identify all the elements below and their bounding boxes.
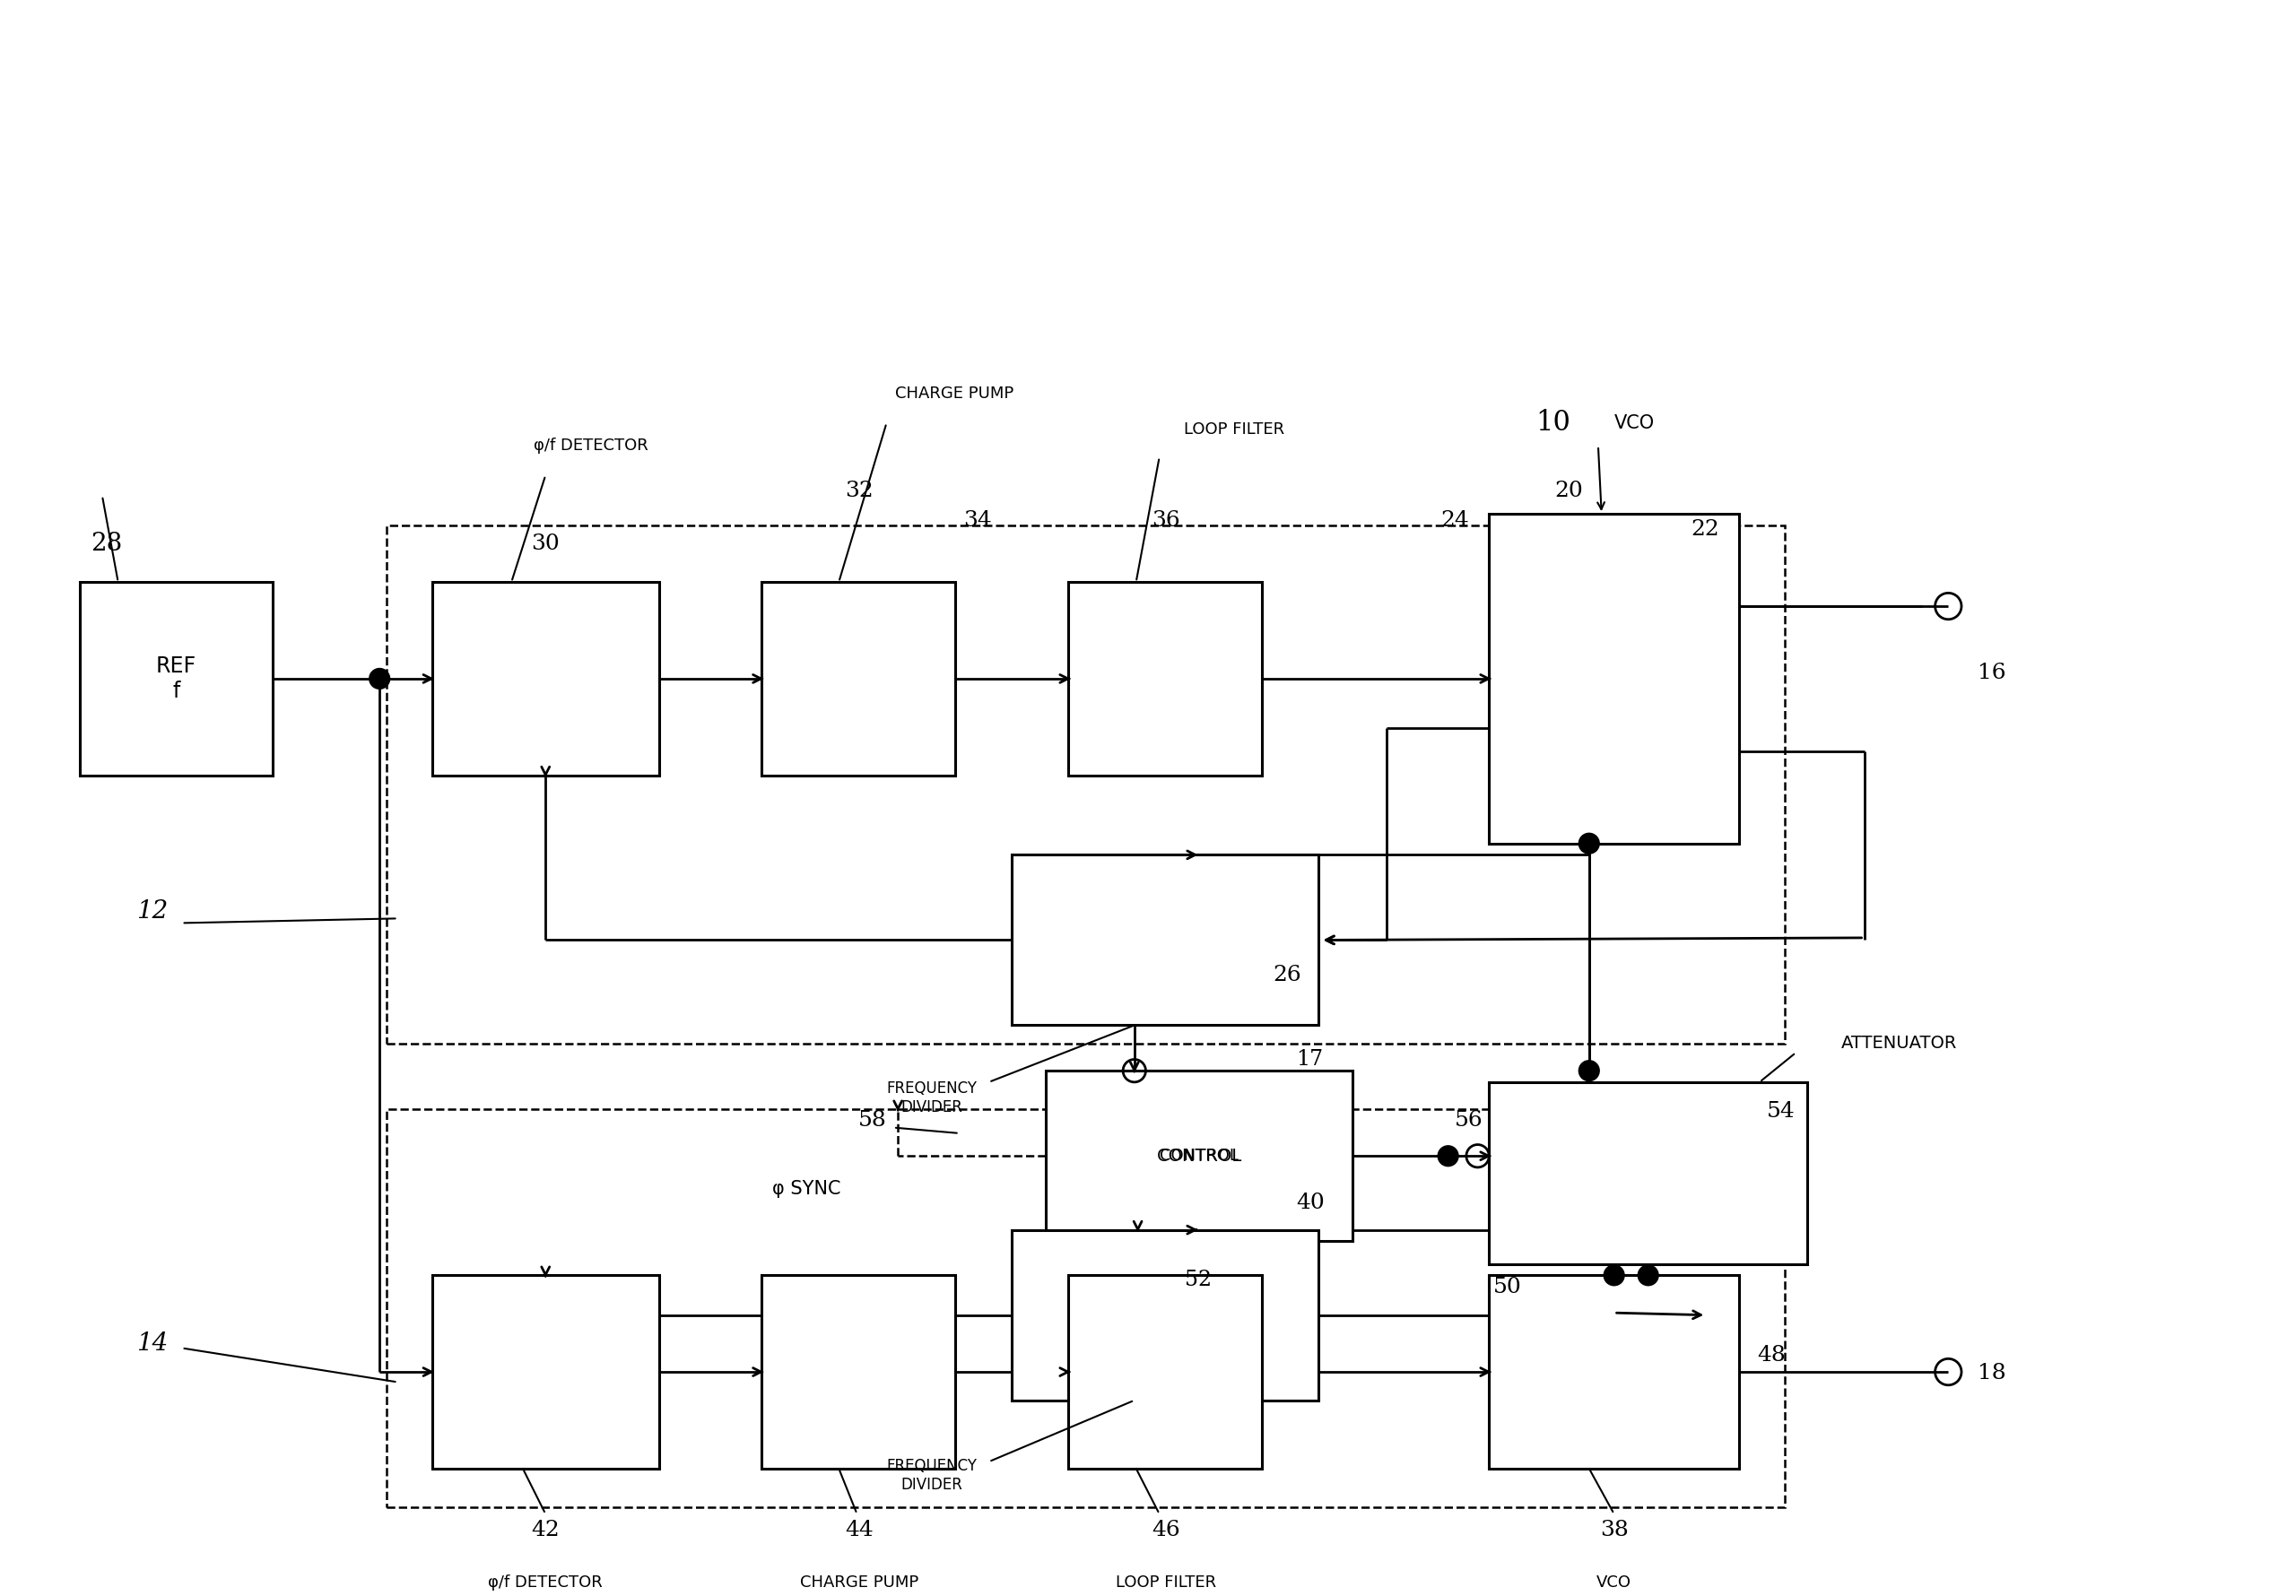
Text: 20: 20 xyxy=(1554,480,1582,501)
Bar xyxy=(762,1275,955,1468)
Text: 58: 58 xyxy=(859,1111,886,1132)
Bar xyxy=(1490,1082,1807,1264)
Circle shape xyxy=(1580,1060,1600,1080)
Text: FREQUENCY
DIVIDER: FREQUENCY DIVIDER xyxy=(886,1457,978,1492)
Text: CHARGE PUMP: CHARGE PUMP xyxy=(895,385,1015,402)
Text: 46: 46 xyxy=(1153,1519,1180,1540)
Text: REF
f: REF f xyxy=(156,656,197,702)
Text: FREQUENCY
DIVIDER: FREQUENCY DIVIDER xyxy=(886,1080,978,1116)
Text: ATTENUATOR: ATTENUATOR xyxy=(1841,1034,1958,1052)
Text: 40: 40 xyxy=(1295,1192,1325,1213)
Bar xyxy=(1490,1275,1738,1468)
Text: 16: 16 xyxy=(1977,662,2007,683)
Text: 26: 26 xyxy=(1272,966,1302,986)
Circle shape xyxy=(370,669,390,689)
Text: 36: 36 xyxy=(1153,511,1180,531)
Text: 44: 44 xyxy=(845,1519,872,1540)
Bar xyxy=(432,1275,659,1468)
Text: φ/f DETECTOR: φ/f DETECTOR xyxy=(533,437,647,453)
Text: CHARGE PUMP: CHARGE PUMP xyxy=(799,1574,918,1590)
Bar xyxy=(1013,855,1318,1025)
Text: 10: 10 xyxy=(1536,409,1570,437)
Text: 42: 42 xyxy=(530,1519,560,1540)
Text: LOOP FILTER: LOOP FILTER xyxy=(1116,1574,1217,1590)
Text: 56: 56 xyxy=(1456,1111,1483,1132)
Text: 30: 30 xyxy=(530,533,560,554)
Text: 50: 50 xyxy=(1495,1277,1522,1298)
Text: 38: 38 xyxy=(1600,1519,1628,1540)
Bar xyxy=(1490,514,1738,843)
Bar xyxy=(80,583,273,776)
Text: LOOP FILTER: LOOP FILTER xyxy=(1185,421,1286,437)
Text: 32: 32 xyxy=(845,480,872,501)
Bar xyxy=(432,583,659,776)
Bar xyxy=(1013,1231,1318,1400)
Text: 52: 52 xyxy=(1185,1269,1212,1290)
Text: 22: 22 xyxy=(1690,519,1720,539)
Bar xyxy=(1068,1275,1263,1468)
Text: CONTROL: CONTROL xyxy=(1159,1148,1238,1163)
Circle shape xyxy=(1437,1146,1458,1167)
Bar xyxy=(762,583,955,776)
Text: φ/f DETECTOR: φ/f DETECTOR xyxy=(489,1574,604,1590)
Text: 24: 24 xyxy=(1440,511,1469,531)
Text: φ SYNC: φ SYNC xyxy=(771,1179,840,1199)
Text: 12: 12 xyxy=(135,900,168,924)
Text: VCO: VCO xyxy=(1614,413,1655,433)
Text: 34: 34 xyxy=(964,511,992,531)
Text: 54: 54 xyxy=(1766,1101,1795,1122)
Bar xyxy=(1068,583,1263,776)
Bar xyxy=(386,1109,1784,1507)
Text: 48: 48 xyxy=(1756,1344,1786,1365)
Text: 17: 17 xyxy=(1295,1049,1322,1069)
Circle shape xyxy=(1580,833,1600,854)
Text: 18: 18 xyxy=(1977,1363,2007,1384)
Bar xyxy=(1045,1071,1352,1242)
Text: CONTROL: CONTROL xyxy=(1157,1148,1242,1165)
Text: 14: 14 xyxy=(135,1331,168,1355)
Bar xyxy=(386,525,1784,1044)
Text: VCO: VCO xyxy=(1596,1574,1632,1590)
Circle shape xyxy=(1637,1266,1658,1285)
Text: 28: 28 xyxy=(92,531,122,555)
Circle shape xyxy=(1605,1266,1623,1285)
